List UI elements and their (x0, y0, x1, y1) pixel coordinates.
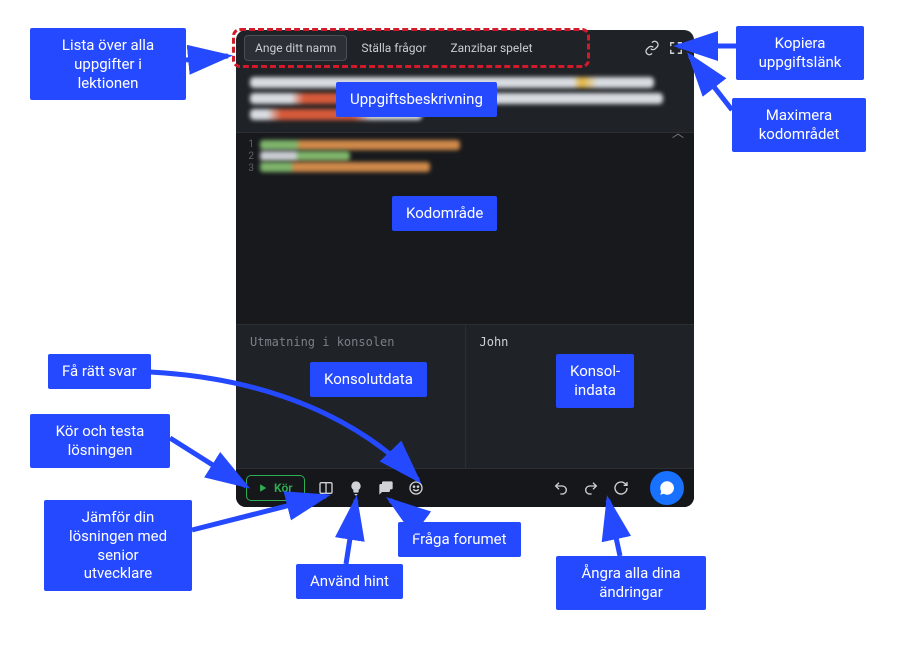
callout-code-area: Kodområde (392, 196, 497, 231)
maximize-icon[interactable] (666, 38, 686, 58)
forum-icon[interactable] (377, 479, 395, 497)
callout-run-test: Kör och testa lösningen (30, 414, 170, 468)
callout-ask-forum: Fråga forumet (398, 522, 521, 557)
callout-console-out: Konsolutdata (310, 362, 427, 397)
smile-icon[interactable] (407, 479, 425, 497)
redo-icon[interactable] (582, 479, 600, 497)
callout-undo-changes: Ångra alla dina ändringar (556, 556, 706, 610)
callout-compare-senior: Jämför din lösningen med senior utveckla… (44, 500, 192, 591)
collapse-description-icon[interactable]: ︿ (672, 124, 684, 141)
callout-use-hint: Använd hint (296, 564, 403, 599)
callout-console-in: Konsol- indata (556, 354, 634, 408)
run-label: Kör (274, 481, 293, 495)
callout-task-list: Lista över alla uppgifter i lektionen (30, 28, 186, 100)
undo-icon[interactable] (552, 479, 570, 497)
copy-link-icon[interactable] (642, 38, 662, 58)
callout-maximize: Maximera kodområdet (732, 98, 866, 152)
callout-copy-link: Kopiera uppgiftslänk (736, 26, 864, 80)
callout-right-answer: Få rätt svar (48, 354, 151, 389)
callout-task-desc: Uppgiftsbeskrivning (336, 82, 497, 117)
chat-fab[interactable] (650, 471, 684, 505)
reset-icon[interactable] (612, 479, 630, 497)
compare-columns-icon[interactable] (317, 479, 335, 497)
hint-lightbulb-icon[interactable] (347, 479, 365, 497)
tabs-highlight (232, 28, 590, 68)
line-gutter: 1 2 3 (236, 133, 256, 324)
bottom-toolbar: Kör (236, 468, 694, 507)
run-button[interactable]: Kör (246, 475, 305, 501)
